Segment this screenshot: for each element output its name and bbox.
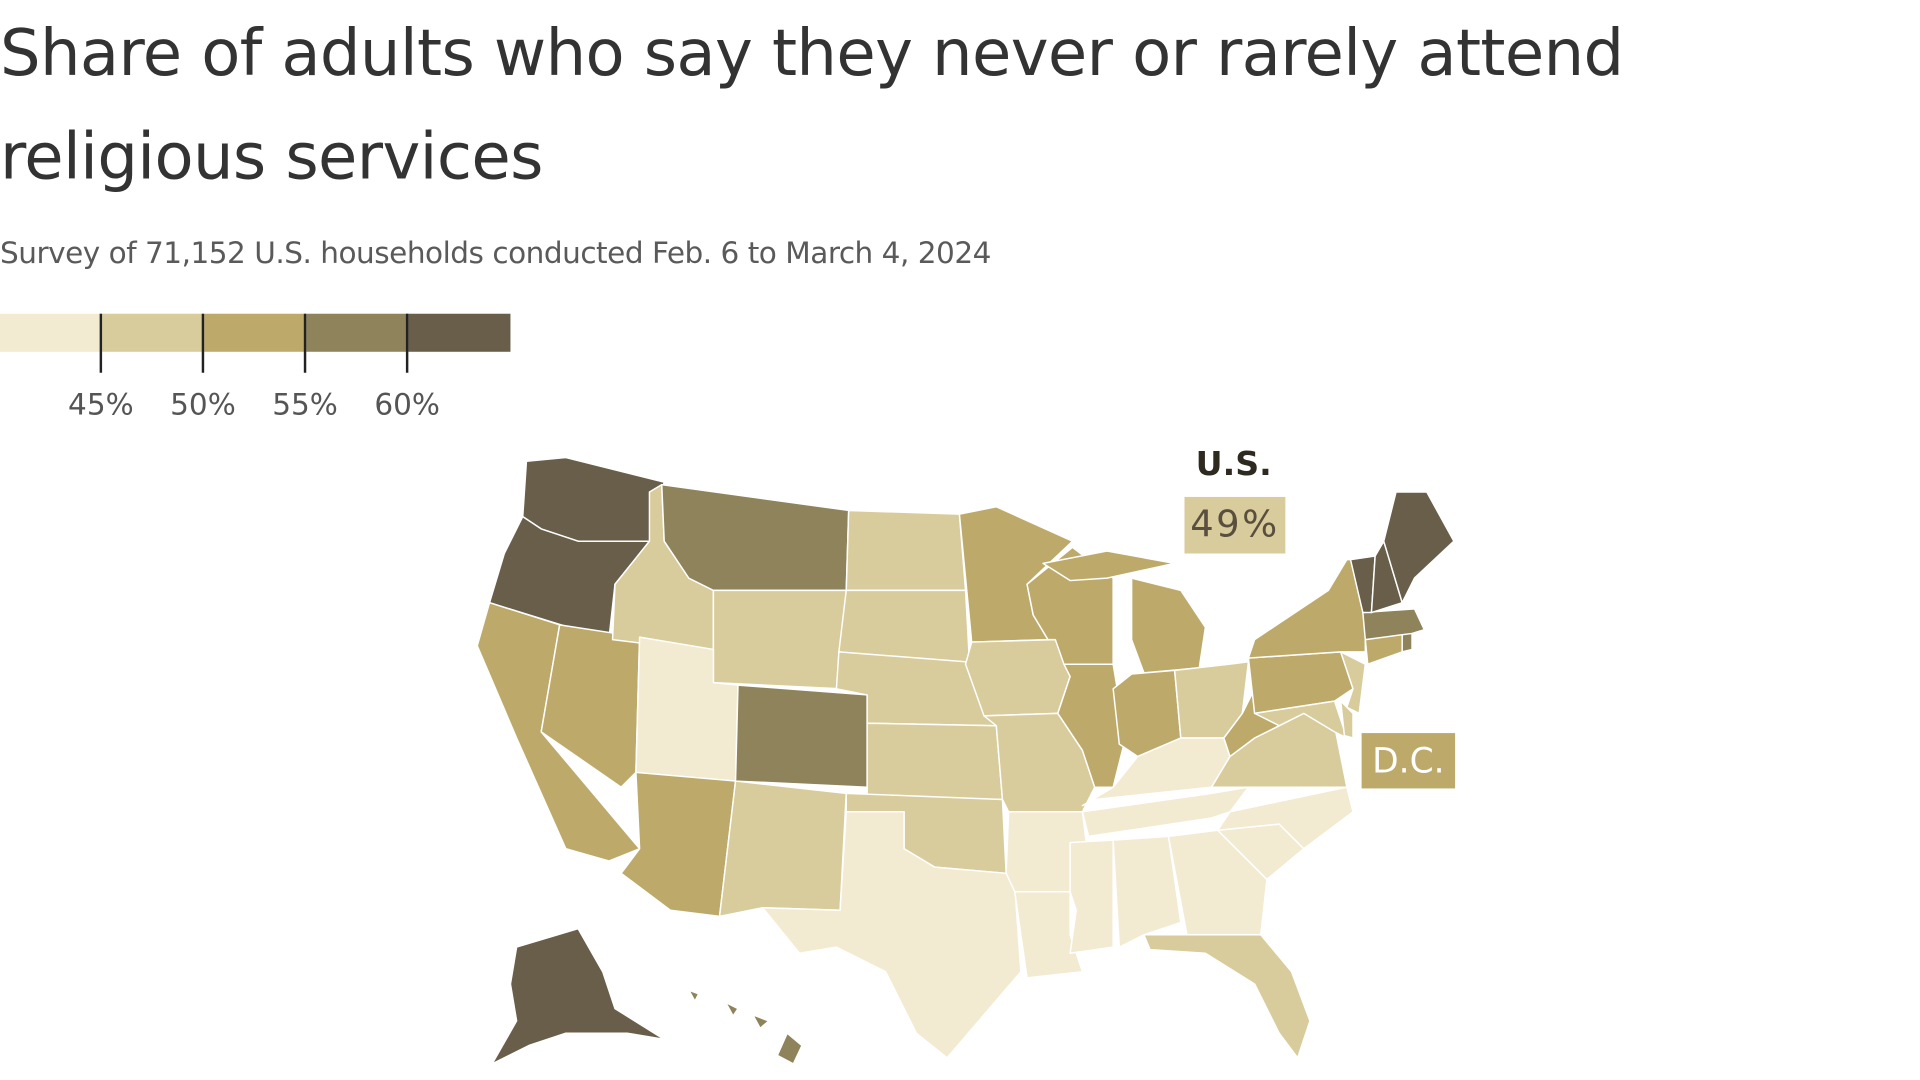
state-pa <box>1247 651 1354 715</box>
state-ia <box>964 638 1071 717</box>
state-ri <box>1401 632 1413 653</box>
state-ny <box>1247 558 1367 659</box>
legend-swatch <box>102 313 205 352</box>
state-hi <box>724 1001 739 1017</box>
state-ak <box>491 927 665 1065</box>
legend-label-45: 45% <box>68 387 134 422</box>
chart-subtitle: Survey of 71,152 U.S. households conduct… <box>0 236 991 271</box>
legend-swatch <box>0 313 103 352</box>
state-az <box>620 771 737 918</box>
state-mi <box>1042 550 1176 582</box>
state-nd <box>845 509 967 592</box>
state-me <box>1383 491 1455 604</box>
state-nm <box>718 780 847 918</box>
state-mt <box>661 483 850 592</box>
dc-callout: D.C. <box>1361 733 1456 789</box>
state-hi <box>688 989 700 1002</box>
state-tx <box>761 811 1022 1059</box>
state-hi <box>776 1032 803 1065</box>
legend-swatch <box>408 313 511 352</box>
state-fl <box>1143 934 1311 1059</box>
legend-label-60: 60% <box>374 387 440 422</box>
state-ma <box>1362 608 1426 641</box>
state-mi <box>1130 577 1207 674</box>
us-callout-label: U.S. <box>1195 445 1272 484</box>
legend-swatch <box>204 313 307 352</box>
color-legend: 45% 50% 55% 60% <box>0 313 517 425</box>
legend-swatch <box>306 313 409 352</box>
state-al <box>1112 835 1182 948</box>
state-co <box>734 684 868 788</box>
legend-bar <box>0 313 511 373</box>
state-hi <box>752 1014 770 1030</box>
state-wy <box>712 589 847 690</box>
state-nj <box>1339 651 1367 715</box>
legend-label-55: 55% <box>272 387 338 422</box>
state-ks <box>866 722 1004 801</box>
state-de <box>1339 700 1354 739</box>
us-callout-value: 49% <box>1184 496 1286 554</box>
state-ga <box>1167 829 1268 936</box>
state-wa <box>522 456 665 542</box>
chart-title: Share of adults who say they never or ra… <box>0 17 1624 195</box>
state-ms <box>1069 839 1114 954</box>
legend-label-50: 50% <box>170 387 236 422</box>
state-md <box>1253 700 1348 739</box>
